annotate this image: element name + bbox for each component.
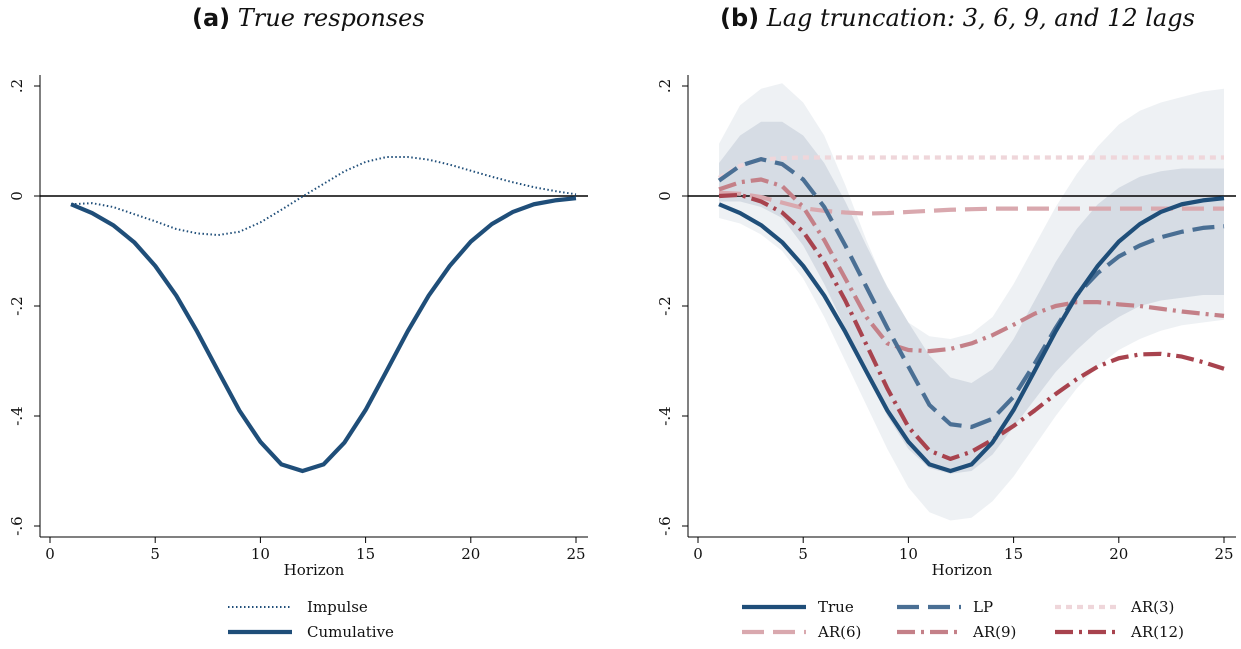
x-tick-label: 10: [899, 545, 918, 563]
panel-b-chart: [682, 75, 1236, 635]
x-tick-label: 20: [1109, 545, 1128, 563]
x-axis-label: Horizon: [284, 561, 345, 579]
panel-b-letter: (b): [720, 4, 760, 32]
y-tick-label: 0: [8, 191, 26, 201]
series-line-true: [718, 196, 1225, 474]
series-line-cumulative: [70, 196, 577, 474]
confidence-band-outer: [719, 83, 1224, 521]
y-tick-label: -.2: [8, 296, 26, 315]
x-tick-label: 25: [566, 545, 585, 563]
x-tick-label: 15: [1004, 545, 1023, 563]
x-tick-label: 10: [251, 545, 270, 563]
panel-a-letter: (a): [192, 4, 231, 32]
series-line-ar6: [718, 190, 1224, 216]
x-axis-label: Horizon: [932, 561, 993, 579]
series-line-ar3: [717, 155, 1224, 180]
confidence-band-inner: [719, 121, 1224, 474]
x-tick-label: 25: [1214, 545, 1233, 563]
x-tick-label: 0: [693, 545, 703, 563]
panel-b-title-text: Lag truncation: 3, 6, 9, and 12 lags: [766, 4, 1195, 32]
y-tick-label: .2: [8, 79, 26, 93]
y-tick-label: -.6: [8, 516, 26, 535]
y-tick-label: -.4: [8, 406, 26, 425]
y-tick-label: -.6: [656, 516, 674, 535]
x-tick-label: 0: [45, 545, 55, 563]
legend-label-ar6: AR(6): [817, 623, 861, 641]
legend-label-impulse: Impulse: [307, 598, 368, 616]
y-tick-label: -.2: [656, 296, 674, 315]
legend-label-cumulative: Cumulative: [307, 623, 394, 641]
series-line-lp: [717, 157, 1225, 430]
x-tick-label: 20: [461, 545, 480, 563]
legend-label-ar9: AR(9): [972, 623, 1016, 641]
panel-a-title-text: True responses: [237, 4, 425, 32]
panel-a-chart: [34, 75, 588, 635]
legend-label-ar3: AR(3): [1130, 598, 1174, 616]
x-tick-label: 5: [150, 545, 160, 563]
panel-b-title: (b) Lag truncation: 3, 6, 9, and 12 lags: [720, 4, 1195, 32]
x-tick-label: 5: [798, 545, 808, 563]
x-tick-label: 15: [356, 545, 375, 563]
y-tick-label: -.4: [656, 406, 674, 425]
series-line-ar9: [718, 177, 1225, 354]
legend-label-true: True: [818, 598, 854, 616]
legend-label-lp: LP: [973, 598, 993, 616]
legend-label-ar12: AR(12): [1130, 623, 1184, 641]
y-tick-label: .2: [656, 79, 674, 93]
y-tick-label: 0: [656, 191, 674, 201]
panel-a-title: (a) True responses: [192, 4, 425, 32]
